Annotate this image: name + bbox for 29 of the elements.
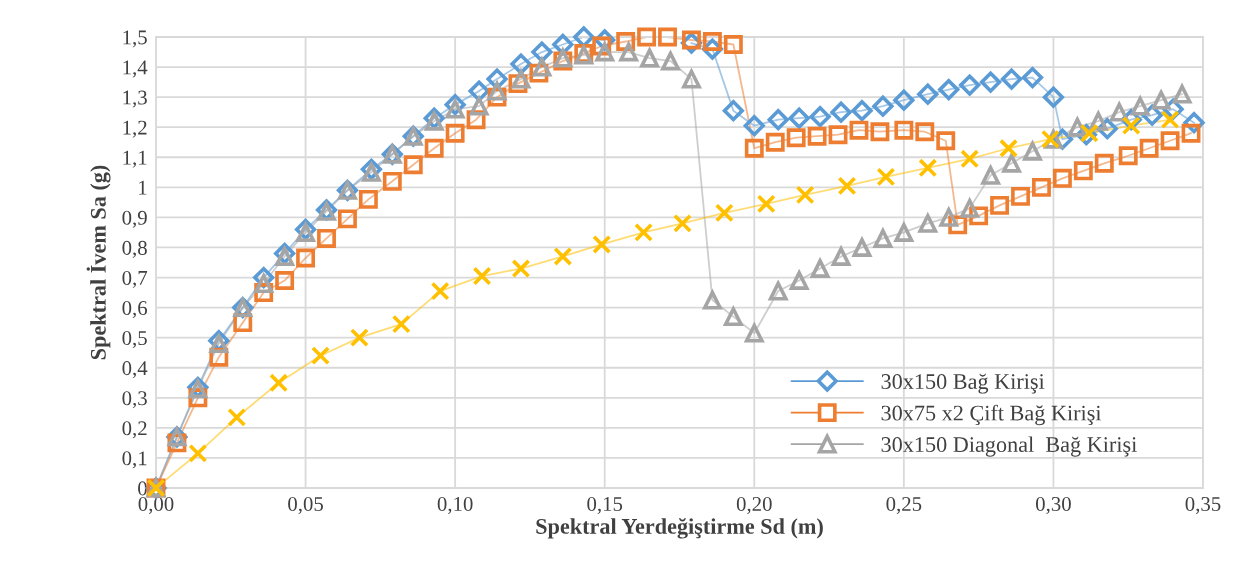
y-axis-title: Spektral İvem Sa (g) — [86, 165, 111, 360]
y-tick-label: 0,3 — [122, 391, 147, 409]
y-tick-label: 0 — [138, 481, 147, 496]
y-tick-label: 1,2 — [123, 120, 147, 138]
x-axis-title: Spektral Yerdeğiştirme Sd (m) — [536, 518, 823, 539]
x-tick-label: 0,05 — [288, 496, 323, 514]
y-tick-label: 0,8 — [122, 240, 147, 258]
legend-label: 30x150 Diagonal Bağ Kirişi — [881, 436, 1137, 457]
y-tick-label: 0,2 — [122, 421, 147, 439]
x-tick-label: 0,30 — [1035, 496, 1071, 514]
x-tick-label: 0,35 — [1185, 496, 1221, 514]
y-tick-label: 0,1 — [122, 451, 147, 469]
legend-label: 30x75 x2 Çift Bağ Kirişi — [881, 404, 1102, 426]
x-tick-label: 0,00 — [138, 496, 174, 514]
x-tick-label: 0,20 — [736, 496, 772, 514]
y-tick-label: 1,4 — [123, 60, 148, 78]
y-tick-label: 1,5 — [123, 30, 147, 48]
y-tick-label: 1 — [139, 180, 147, 195]
y-tick-label: 0,5 — [122, 331, 147, 349]
x-tick-label: 0,15 — [587, 496, 623, 514]
y-tick-label: 0,9 — [122, 210, 147, 228]
y-tick-label: 0,7 — [122, 270, 148, 288]
y-tick-label: 0,6 — [122, 300, 148, 319]
y-tick-label: 1,3 — [123, 90, 147, 108]
x-tick-label: 0,10 — [437, 496, 473, 514]
y-tick-label: 1,1 — [123, 150, 147, 168]
legend-label: 30x150 Bağ Kirişi — [881, 373, 1045, 394]
x-tick-label: 0,25 — [886, 496, 922, 514]
y-tick-label: 0,4 — [122, 361, 148, 379]
